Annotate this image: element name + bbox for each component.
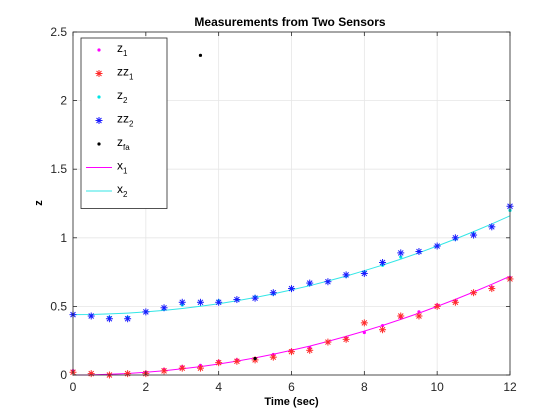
legend-marker	[97, 142, 101, 146]
point-z-fa	[198, 53, 203, 57]
point-zz-2	[196, 298, 204, 306]
point-zz-1	[269, 353, 277, 361]
legend-item-zz-1: zz1	[95, 65, 134, 82]
point-zz-2	[470, 231, 478, 239]
point-zz-1	[306, 346, 314, 354]
point-zz-2	[451, 234, 459, 242]
point-zz-2	[415, 248, 423, 256]
x-tick-label: 10	[430, 380, 444, 394]
point-zz-2	[142, 308, 150, 316]
legend-label: zz2	[117, 112, 134, 129]
legend-label: zz1	[117, 65, 134, 82]
point-zz-1	[124, 370, 132, 378]
legend: z1 zz1 z2 zz2 zfa x1 x2	[80, 37, 168, 209]
point-zz-1	[342, 335, 350, 343]
point-zz-1	[397, 312, 405, 320]
x-tick-label: 2	[142, 380, 149, 394]
legend-item-zz-2: zz2	[95, 112, 134, 129]
point-z-fa	[253, 356, 257, 361]
x-tick-label: 6	[288, 380, 295, 394]
point-zz-2	[87, 312, 95, 320]
point-zz-2	[288, 285, 295, 293]
point-zz-2	[251, 294, 259, 302]
point-zz-2	[105, 315, 113, 323]
point-zz-2	[324, 278, 332, 286]
y-axis-label: z	[33, 200, 45, 206]
point-z-1	[380, 324, 385, 328]
point-zz-2	[233, 296, 241, 304]
point-zz-1	[87, 370, 95, 378]
y-tick-label: 1.5	[50, 162, 67, 176]
point-zz-2	[360, 269, 368, 277]
point-z-1	[362, 330, 366, 335]
point-zz-1	[233, 357, 241, 365]
point-zz-2	[215, 298, 223, 306]
y-tick-label: 0	[60, 368, 67, 382]
legend-item-z-1: z1	[97, 41, 128, 58]
legend-item-z-fa: zfa	[97, 135, 130, 152]
legend-marker	[95, 70, 103, 77]
legend-marker	[97, 95, 101, 99]
y-tick-label: 2.5	[50, 25, 67, 39]
point-zz-1	[215, 359, 223, 367]
y-tick-label: 0.5	[50, 299, 67, 313]
legend-item-z-2: z2	[97, 88, 128, 105]
legend-label: zfa	[117, 135, 130, 152]
point-z-1	[417, 310, 421, 314]
y-tick-label: 2	[60, 94, 67, 108]
point-zz-1	[379, 326, 387, 334]
x-axis-label: Time (sec)	[264, 396, 319, 408]
point-zz-2	[306, 279, 314, 287]
point-zz-2	[488, 223, 496, 231]
x-tick-label: 0	[70, 380, 77, 394]
point-zz-1	[324, 338, 332, 346]
point-zz-1	[415, 312, 423, 320]
point-z-2	[399, 255, 403, 259]
legend-label: z1	[117, 41, 128, 58]
legend-item-x-1: x1	[86, 159, 128, 176]
point-zz-1	[178, 364, 186, 372]
x-tick-label: 4	[215, 380, 222, 394]
legend-marker	[97, 48, 101, 52]
legend-marker	[95, 117, 103, 124]
legend-label: x1	[117, 159, 128, 176]
point-zz-2	[124, 315, 132, 323]
point-zz-1	[451, 298, 459, 306]
point-zz-1	[360, 319, 368, 327]
point-zz-1	[470, 289, 478, 297]
point-zz-2	[269, 289, 277, 297]
point-zz-2	[379, 258, 387, 266]
data-points	[69, 53, 514, 379]
ticks: 0 2 4 6 8 10 12 0 0.5 1 1.5 2 2.5	[50, 25, 517, 394]
x-tick-label: 8	[361, 380, 368, 394]
point-zz-2	[160, 304, 168, 312]
legend-box	[80, 37, 168, 209]
point-zz-1	[160, 367, 168, 375]
point-zz-2	[433, 242, 441, 250]
legend-item-x-2: x2	[86, 182, 128, 199]
legend-label: x2	[117, 182, 128, 199]
point-zz-1	[196, 364, 204, 372]
point-zz-1	[288, 348, 295, 356]
x-tick-label: 12	[503, 380, 517, 394]
point-zz-1	[488, 285, 496, 293]
point-zz-2	[342, 271, 350, 279]
point-zz-1	[433, 302, 441, 310]
point-zz-2	[397, 249, 405, 257]
legend-label: z2	[117, 88, 128, 105]
y-tick-label: 1	[60, 231, 67, 245]
chart-title: Measurements from Two Sensors	[194, 15, 385, 29]
point-zz-2	[178, 298, 186, 306]
